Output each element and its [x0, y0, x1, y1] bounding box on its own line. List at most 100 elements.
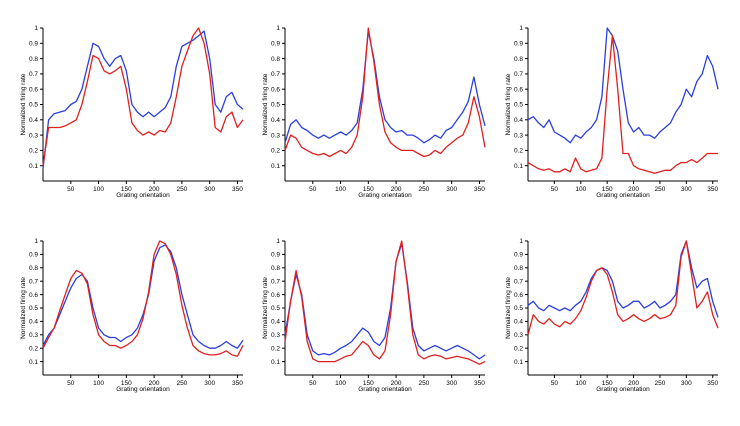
series-line-blue	[527, 240, 719, 318]
x-tick-label: 100	[93, 186, 104, 193]
x-tick-label: 150	[602, 186, 613, 193]
x-axis-title: Grating orientation	[116, 386, 170, 393]
x-tick-label: 50	[309, 380, 317, 387]
x-tick-label: 300	[446, 380, 457, 387]
chart-panel-6: 50 100 150 200 250 300 350 0.1 0.2 0.3 0.4 0.5 0.6 0.…	[505, 238, 719, 393]
x-tick-label: 100	[575, 380, 586, 387]
series-line-red	[42, 240, 244, 357]
x-tick-label: 100	[93, 380, 104, 387]
x-tick-label: 200	[628, 380, 639, 387]
series-line-red	[284, 240, 486, 365]
x-tick-label: 250	[655, 186, 666, 193]
chart-panel-2: 50 100 150 200 250 300 350 0.1 0.2 0.3 0.4 0.5 0.6 0.…	[262, 25, 486, 199]
y-tick-label: 0.5	[514, 305, 523, 312]
y-tick-label: 0.6	[29, 86, 38, 93]
chart-panel-3: 50 100 150 200 250 300 350 0.1 0.2 0.3 0.4 0.5 0.6 0.…	[505, 25, 719, 199]
x-tick-label: 200	[628, 186, 639, 193]
x-tick-label: 200	[391, 380, 402, 387]
x-tick-label: 350	[474, 380, 485, 387]
x-axis-title: Grating orientation	[596, 192, 650, 199]
x-tick-label: 350	[474, 186, 485, 193]
y-tick-label: 0.8	[271, 56, 280, 63]
x-tick-label: 250	[418, 186, 429, 193]
y-tick-label: 0.7	[29, 71, 38, 78]
y-tick-label: 0.3	[514, 332, 523, 339]
x-tick-label: 100	[335, 186, 346, 193]
x-tick-label: 300	[681, 380, 692, 387]
y-tick-label: 0.7	[514, 278, 523, 285]
x-tick-label: 50	[67, 186, 75, 193]
y-tick-label: 0.4	[271, 117, 280, 124]
y-tick-label: 0.1	[514, 163, 523, 170]
y-axis-title: Normalized firing rate	[262, 277, 269, 339]
y-axis-title: Normalized firing rate	[262, 73, 269, 135]
x-tick-label: 200	[391, 186, 402, 193]
series-line-blue	[42, 244, 244, 349]
y-tick-label: 0.7	[271, 278, 280, 285]
x-tick-label: 250	[176, 380, 187, 387]
y-tick-label: 0.3	[29, 332, 38, 339]
x-tick-label: 150	[121, 186, 132, 193]
x-tick-label: 300	[681, 186, 692, 193]
x-tick-label: 300	[446, 186, 457, 193]
series-line-red	[42, 27, 244, 166]
y-tick-label: 0.4	[29, 117, 38, 124]
y-tick-label: 0.9	[29, 41, 38, 48]
y-tick-label: 0.9	[514, 252, 523, 259]
y-tick-label: 0.6	[29, 292, 38, 299]
x-tick-label: 150	[363, 380, 374, 387]
y-tick-label: 1	[276, 238, 280, 245]
x-tick-label: 150	[121, 380, 132, 387]
y-tick-label: 0.5	[514, 102, 523, 109]
series-line-blue	[527, 27, 719, 144]
series-line-red	[284, 27, 486, 158]
y-axis-title: Normalized firing rate	[505, 277, 512, 339]
x-axis-title: Grating orientation	[596, 386, 650, 393]
y-tick-label: 0.8	[29, 56, 38, 63]
y-tick-label: 0.5	[29, 305, 38, 312]
y-tick-label: 0.9	[271, 252, 280, 259]
y-tick-label: 0.1	[29, 163, 38, 170]
y-tick-label: 0.2	[514, 148, 523, 155]
series-line-blue	[284, 30, 486, 144]
y-tick-label: 0.1	[514, 359, 523, 366]
y-tick-label: 0.1	[271, 359, 280, 366]
y-tick-label: 0.6	[271, 86, 280, 93]
y-tick-label: 0.4	[29, 319, 38, 326]
x-tick-label: 350	[232, 186, 243, 193]
y-tick-label: 0.5	[271, 102, 280, 109]
y-tick-label: 0.2	[29, 148, 38, 155]
chart-panel-1: 50 100 150 200 250 300 350 0.1 0.2 0.3 0.4 0.5 0.6 0.…	[20, 25, 244, 199]
y-tick-label: 1	[519, 238, 523, 245]
series-line-red	[527, 35, 718, 174]
x-tick-label: 250	[418, 380, 429, 387]
x-tick-label: 50	[67, 380, 75, 387]
x-axis-title: Grating orientation	[116, 192, 170, 199]
x-axis-title: Grating orientation	[358, 386, 412, 393]
series-line-blue	[42, 30, 244, 169]
x-tick-label: 200	[149, 186, 160, 193]
y-tick-label: 0.1	[29, 359, 38, 366]
y-tick-label: 0.5	[29, 102, 38, 109]
x-tick-label: 50	[309, 186, 317, 193]
y-axis-title: Normalized firing rate	[20, 277, 27, 339]
x-axis-title: Grating orientation	[358, 192, 412, 199]
y-tick-label: 0.4	[271, 319, 280, 326]
y-tick-label: 0.3	[271, 332, 280, 339]
y-axis-title: Normalized firing rate	[505, 73, 512, 135]
x-tick-label: 350	[232, 380, 243, 387]
chart-panel-4: 50 100 150 200 250 300 350 0.1 0.2 0.3 0.4 0.5 0.6 0.…	[20, 238, 244, 393]
y-tick-label: 0.2	[514, 345, 523, 352]
y-tick-label: 0.9	[271, 41, 280, 48]
y-tick-label: 0.3	[29, 132, 38, 139]
x-tick-label: 200	[149, 380, 160, 387]
y-tick-label: 0.3	[271, 132, 280, 139]
y-tick-label: 0.9	[29, 252, 38, 259]
y-tick-label: 0.7	[514, 71, 523, 78]
y-tick-label: 0.2	[271, 345, 280, 352]
y-tick-label: 0.8	[271, 265, 280, 272]
x-tick-label: 350	[707, 186, 718, 193]
y-tick-label: 1	[34, 25, 38, 32]
y-tick-label: 0.2	[271, 148, 280, 155]
